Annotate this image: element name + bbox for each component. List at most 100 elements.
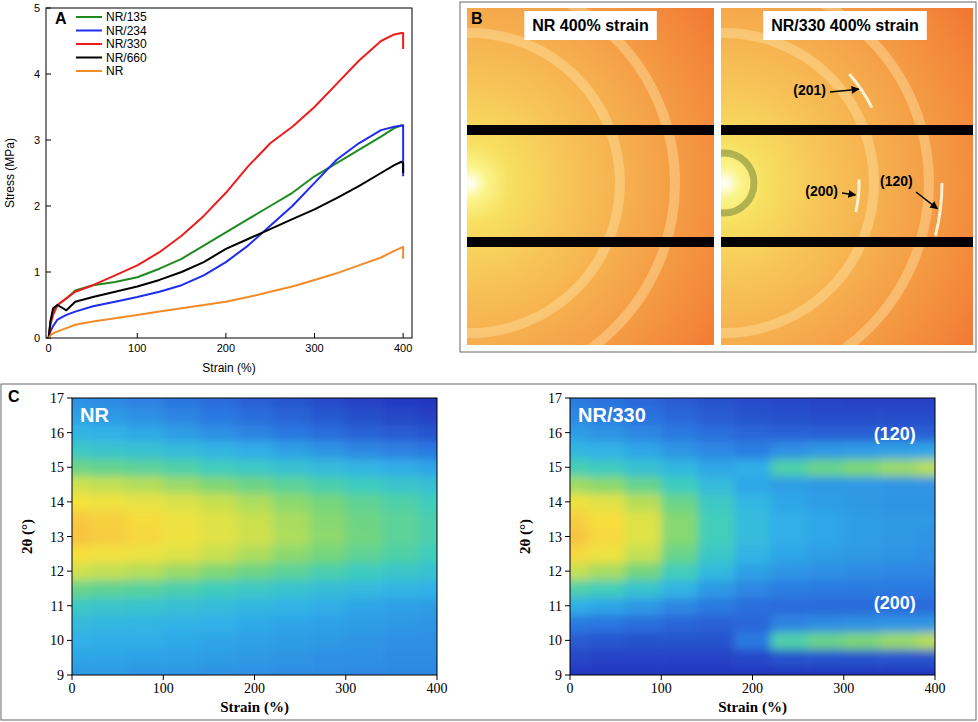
heat-cell (917, 511, 935, 529)
heat-cell (734, 528, 771, 546)
heat-cell (273, 528, 310, 546)
heat-cell (588, 649, 625, 667)
heat-cell (236, 614, 273, 632)
heat-cell (163, 493, 200, 511)
heat-cell (236, 632, 273, 650)
y-tick (565, 398, 570, 399)
heat-cell (127, 459, 164, 477)
heat-cell (588, 562, 625, 580)
heat-cell (771, 407, 808, 425)
heat-cell (698, 632, 735, 650)
heat-cell (734, 424, 771, 442)
heat-cell (309, 493, 346, 511)
heat-cell (807, 398, 844, 407)
heat-cell (309, 632, 346, 650)
x-axis-title: Strain (%) (220, 699, 289, 716)
x-axis-title: Strain (%) (202, 361, 255, 375)
heat-cell (661, 666, 698, 675)
heat-cell (72, 580, 91, 598)
y-tick (67, 605, 72, 606)
x-tick-label: 400 (427, 681, 448, 696)
heat-cell (273, 632, 310, 650)
y-tick (565, 675, 570, 676)
heat-cell (570, 511, 589, 529)
heat-cell (90, 424, 127, 442)
heat-cell (917, 649, 935, 667)
y-tick-label: 9 (555, 668, 562, 683)
x-tick-label: 0 (69, 681, 76, 696)
y-tick-label: 15 (548, 460, 562, 475)
heat-cell (698, 666, 735, 675)
y-tick (67, 640, 72, 641)
x-tick (345, 675, 346, 680)
heat-cell (570, 528, 589, 546)
heat-cell (570, 632, 589, 650)
plot-frame (46, 8, 412, 338)
y-tick (67, 571, 72, 572)
panel-a: 0100200300400012345Strain (%)Stress (MPa… (3, 2, 412, 375)
figure: 0100200300400012345Strain (%)Stress (MPa… (0, 0, 978, 722)
heat-cell (880, 614, 917, 632)
heat-cell (570, 666, 589, 675)
heat-cell (346, 459, 383, 477)
heat-cell (72, 562, 91, 580)
heat-cell (734, 666, 771, 675)
heat-cell (72, 441, 91, 459)
heat-cell (163, 649, 200, 667)
y-tick-label: 3 (34, 134, 40, 146)
heat-cell (661, 441, 698, 459)
heat-cell (346, 614, 383, 632)
heat-cell (346, 493, 383, 511)
heat-cell (771, 649, 808, 667)
y-tick-label: 12 (548, 564, 562, 579)
heat-cell (880, 649, 917, 667)
heat-cell (661, 511, 698, 529)
heat-cell (72, 528, 91, 546)
heat-cell (588, 476, 625, 494)
heat-cell (734, 562, 771, 580)
heat-cell (346, 649, 383, 667)
arrow (916, 192, 937, 209)
heat-cell (200, 597, 237, 615)
heat-cell (236, 562, 273, 580)
heat-cell (419, 666, 437, 675)
heat-cell (273, 580, 310, 598)
x-tick (843, 675, 844, 680)
heat-cell (698, 441, 735, 459)
series-line (49, 125, 403, 338)
heat-cell (698, 545, 735, 563)
x-tick (437, 675, 438, 680)
x-tick (935, 675, 936, 680)
heat-cell (734, 511, 771, 529)
heat-cell (661, 649, 698, 667)
heat-cell (807, 424, 844, 442)
x-tick (752, 675, 753, 680)
heat-cell (844, 459, 881, 477)
lines (49, 33, 403, 338)
y-axis-title: 2θ (°) (19, 519, 36, 554)
heat-cell (273, 398, 310, 407)
heat-cell (309, 441, 346, 459)
heat-cell (844, 614, 881, 632)
heat-cell (273, 545, 310, 563)
heat-cell (807, 614, 844, 632)
heat-cell (127, 580, 164, 598)
heat-cell (346, 511, 383, 529)
heat-cell (273, 441, 310, 459)
y-tick (67, 432, 72, 433)
heat-cell (236, 459, 273, 477)
heat-cell (163, 424, 200, 442)
heat-cell (90, 459, 127, 477)
heat-cell (200, 580, 237, 598)
heat-cell (734, 407, 771, 425)
heat-cell (917, 666, 935, 675)
heat-cell (419, 528, 437, 546)
heat-cell (698, 493, 735, 511)
heat-cell (236, 545, 273, 563)
heat-cell (309, 545, 346, 563)
legend-swatch (76, 57, 102, 59)
heat-cell (200, 614, 237, 632)
heat-cell (625, 441, 662, 459)
heat-cell (236, 597, 273, 615)
heat-cell (236, 476, 273, 494)
